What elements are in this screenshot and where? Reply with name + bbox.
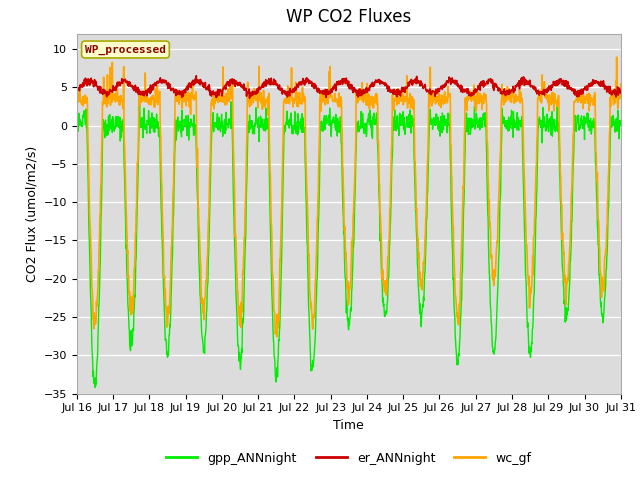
gpp_ANNnight [91,384,99,390]
er_ANNnight [195,78,202,84]
gpp_ANNnight [553,119,561,124]
Line: er_ANNnight: er_ANNnight [77,76,621,98]
er_ANNnight [180,88,188,94]
er_ANNnight [246,96,253,101]
er_ANNnight [553,83,561,88]
Text: WP_processed: WP_processed [85,44,166,55]
er_ANNnight [505,92,513,97]
Line: gpp_ANNnight: gpp_ANNnight [77,102,621,387]
gpp_ANNnight [181,119,189,124]
er_ANNnight [193,73,200,79]
gpp_ANNnight [255,122,263,128]
Title: WP CO2 Fluxes: WP CO2 Fluxes [286,9,412,26]
er_ANNnight [255,84,263,90]
er_ANNnight [73,84,81,90]
er_ANNnight [617,89,625,95]
gpp_ANNnight [434,126,442,132]
gpp_ANNnight [195,222,202,228]
wc_gf [613,54,621,60]
gpp_ANNnight [73,137,81,143]
wc_gf [434,99,442,105]
gpp_ANNnight [227,99,235,105]
Y-axis label: CO2 Flux (umol/m2/s): CO2 Flux (umol/m2/s) [25,145,38,282]
wc_gf [617,81,625,87]
wc_gf [194,161,202,167]
wc_gf [273,334,280,340]
gpp_ANNnight [505,115,513,120]
X-axis label: Time: Time [333,419,364,432]
gpp_ANNnight [617,122,625,128]
wc_gf [505,89,513,95]
wc_gf [73,97,81,103]
Legend: gpp_ANNnight, er_ANNnight, wc_gf: gpp_ANNnight, er_ANNnight, wc_gf [161,447,536,469]
wc_gf [180,97,188,103]
wc_gf [255,94,262,100]
er_ANNnight [434,90,442,96]
Line: wc_gf: wc_gf [77,57,621,337]
wc_gf [553,99,561,105]
